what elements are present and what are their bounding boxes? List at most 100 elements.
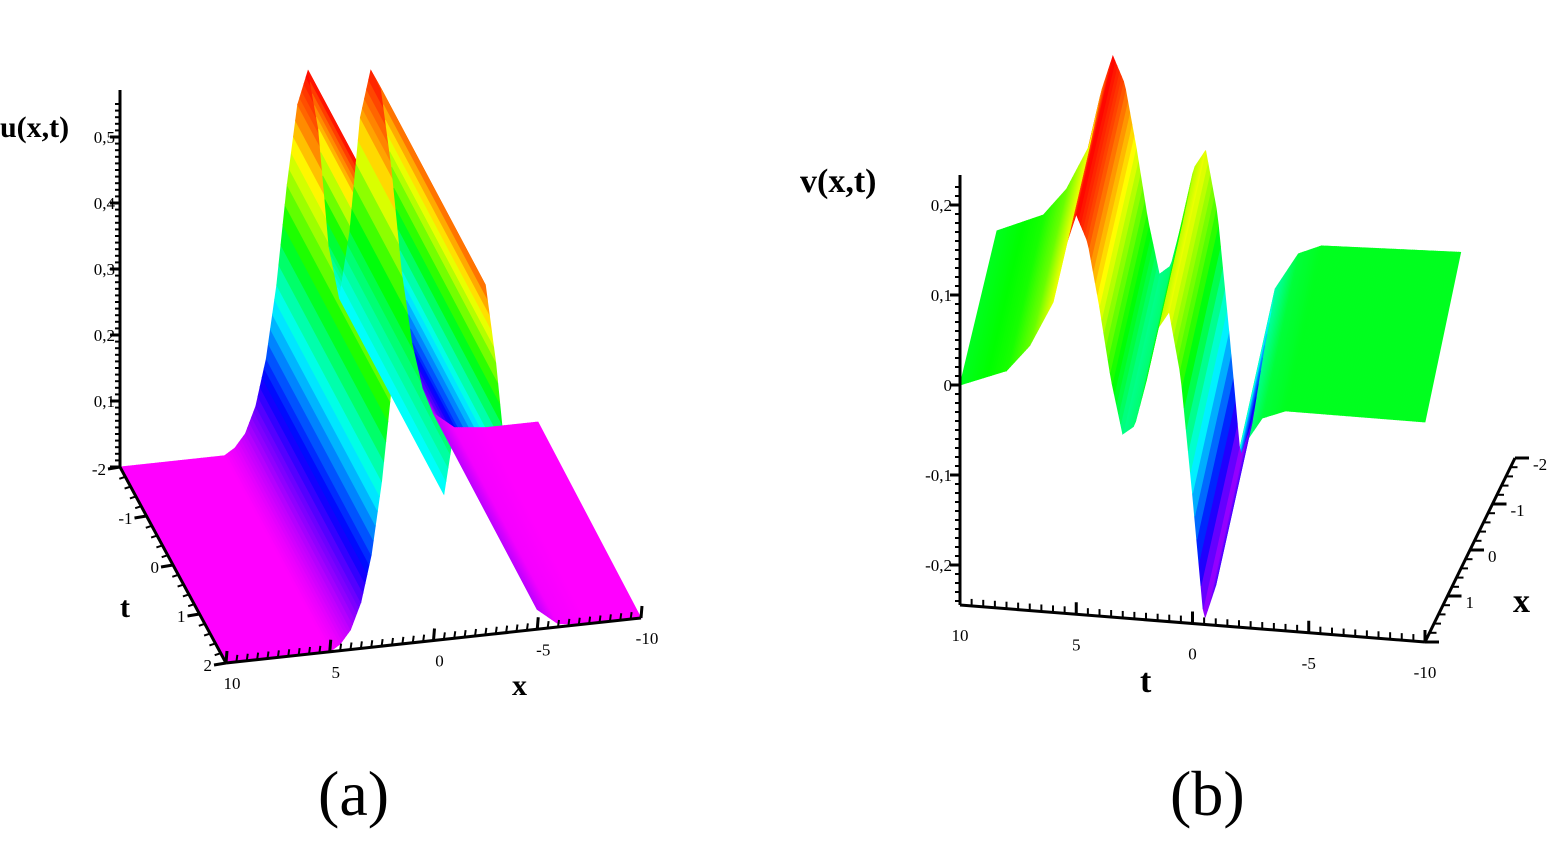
- x-minor-tick-a: [411, 635, 415, 643]
- x-minor-tick-a: [308, 646, 311, 655]
- axes-b: -0,2-0,100,10,210 5 0 -5 -10-2-101: [925, 175, 1547, 682]
- t-tick-a: [107, 465, 121, 471]
- z-tick-label-a: 0,1: [94, 392, 115, 411]
- caption-b: (b): [1170, 758, 1245, 829]
- surface-b: [959, 54, 1462, 618]
- x-minor-tick-a: [474, 628, 477, 637]
- x-axis-label-a: x: [512, 669, 527, 702]
- x-tick-label-a: 10: [224, 674, 241, 693]
- x-tick-a: [639, 605, 644, 619]
- x-tick-label-a: 0: [435, 652, 444, 671]
- t-minor-tick-a: [134, 505, 142, 510]
- t-tick-a: [213, 661, 227, 667]
- x-minor-tick-a: [318, 645, 322, 654]
- x-minor-tick-a: [401, 636, 405, 645]
- x-minor-tick-a: [245, 653, 249, 661]
- t-minor-tick-a: [198, 622, 206, 627]
- x-minor-tick-a: [235, 654, 239, 663]
- x-minor-tick-a: [598, 615, 602, 623]
- t-tick-label-a: -2: [92, 460, 106, 479]
- x-minor-tick-a: [515, 624, 519, 632]
- x-minor-tick-a: [557, 619, 560, 628]
- t-tick-label-a: 1: [177, 607, 186, 626]
- x-minor-tick-a: [256, 652, 260, 660]
- caption-a: (a): [318, 758, 389, 829]
- t-tick-label-b: 0: [1188, 645, 1197, 664]
- x-tick-a: [432, 628, 436, 641]
- x-tick-label-b: 1: [1466, 593, 1475, 612]
- z-tick-label-b: -0,2: [925, 556, 952, 575]
- t-minor-tick-a: [214, 652, 222, 657]
- t-tick-label-b: -5: [1302, 654, 1316, 673]
- x-minor-tick-a: [484, 627, 488, 636]
- panel-b: -0,2-0,100,10,210 5 0 -5 -10-2-101 v(x,t) t …: [800, 54, 1547, 829]
- t-minor-tick-a: [187, 603, 195, 608]
- t-minor-tick-a: [171, 573, 179, 578]
- x-minor-tick-a: [588, 616, 592, 624]
- t-axis-label-a: t: [120, 591, 130, 624]
- z-tick-label-a: 0,4: [94, 194, 116, 213]
- t-tick-label-b: 10: [952, 626, 969, 645]
- x-minor-tick-a: [391, 637, 394, 646]
- t-minor-tick-a: [145, 524, 153, 529]
- x-minor-tick-a: [505, 625, 509, 633]
- x-minor-tick-a: [546, 620, 550, 629]
- t-tick-label-a: 2: [204, 656, 213, 675]
- x-tick-label-b: 0: [1488, 547, 1497, 566]
- x-minor-tick-a: [463, 629, 467, 638]
- x-minor-tick-a: [380, 638, 384, 647]
- x-minor-tick-a: [266, 651, 270, 659]
- t-minor-tick-a: [161, 554, 169, 559]
- t-axis-label-b: t: [1140, 663, 1152, 700]
- x-tick-label-b: -2: [1533, 455, 1547, 474]
- t-minor-tick-a: [129, 495, 137, 500]
- surface-a: [119, 69, 642, 664]
- t-minor-tick-a: [177, 583, 184, 588]
- t-minor-tick-a: [203, 632, 211, 637]
- z-tick-label-a: 0,3: [94, 260, 115, 279]
- z-tick-label-a: 0,5: [94, 128, 115, 147]
- t-minor-tick-a: [124, 485, 131, 490]
- t-minor-tick-a: [118, 475, 126, 480]
- t-minor-tick-a: [182, 593, 190, 598]
- t-tick-label-a: 0: [151, 558, 160, 577]
- x-minor-tick-a: [297, 647, 301, 656]
- x-minor-tick-a: [629, 611, 633, 620]
- x-minor-tick-a: [276, 650, 280, 658]
- z-tick-label-a: 0,2: [94, 326, 115, 345]
- x-tick-a: [535, 617, 540, 630]
- t-tick-a: [160, 563, 174, 569]
- x-minor-tick-a: [422, 634, 426, 642]
- x-tick-label-a: -5: [536, 640, 550, 659]
- t-tick-label-b: 5: [1072, 635, 1081, 654]
- x-minor-tick-a: [525, 623, 529, 631]
- x-tick-label-a: -10: [636, 629, 659, 648]
- x-minor-tick-a: [287, 649, 291, 657]
- x-tick-a: [328, 639, 333, 652]
- x-minor-tick-a: [442, 632, 446, 640]
- z-axis-label-a: u(x,t): [0, 111, 69, 144]
- x-minor-tick-a: [619, 613, 623, 621]
- x-minor-tick-a: [359, 641, 363, 649]
- z-tick-label-b: 0,1: [931, 286, 952, 305]
- x-tick-a: [224, 650, 229, 664]
- x-minor-tick-a: [453, 631, 457, 639]
- t-tick-label-b: -10: [1414, 663, 1437, 682]
- x-minor-tick-a: [349, 642, 353, 650]
- z-tick-label-b: -0,1: [925, 466, 952, 485]
- t-tick-a: [134, 514, 147, 520]
- t-tick-label-a: -1: [118, 509, 132, 528]
- x-tick-label-a: 5: [332, 663, 341, 682]
- x-axis-label-b: x: [1513, 583, 1530, 620]
- x-minor-tick-a: [567, 618, 571, 627]
- x-minor-tick-a: [608, 614, 612, 622]
- t-minor-tick-a: [209, 642, 216, 647]
- t-tick-a: [187, 612, 200, 618]
- t-minor-tick-a: [156, 544, 163, 549]
- x-minor-tick-a: [370, 640, 374, 648]
- x-tick-label-b: -1: [1511, 501, 1525, 520]
- t-minor-tick-a: [150, 534, 158, 539]
